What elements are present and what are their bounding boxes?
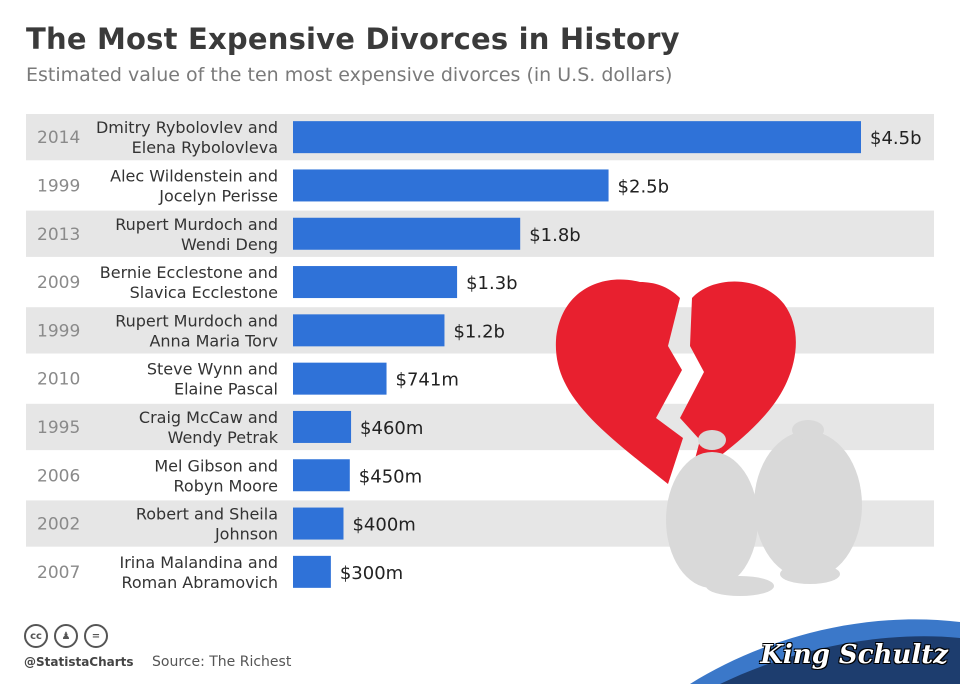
value-label: $4.5b (870, 128, 922, 149)
couple-label: Roman Abramovich (121, 573, 278, 592)
chart-title: The Most Expensive Divorces in History (26, 22, 680, 56)
couple-label: Rupert Murdoch and (115, 215, 278, 234)
couple-label: Anna Maria Torv (149, 331, 278, 350)
year-label: 1995 (37, 418, 80, 438)
money-bags-icon (666, 420, 862, 596)
no-derivatives-icon: = (84, 624, 108, 648)
couple-label: Wendy Petrak (168, 428, 279, 447)
couple-label: Rupert Murdoch and (115, 311, 278, 330)
bar (293, 121, 861, 154)
year-label: 2013 (37, 225, 80, 245)
couple-label: Mel Gibson and (154, 456, 278, 475)
value-label: $1.8b (529, 225, 581, 246)
value-label: $450m (359, 466, 422, 487)
couple-label: Alec Wildenstein and (110, 166, 278, 185)
year-label: 2006 (37, 466, 80, 486)
year-label: 1999 (37, 321, 80, 341)
couple-label: Slavica Ecclestone (130, 283, 278, 302)
year-label: 1999 (37, 176, 80, 196)
attribution-icon: ♟ (54, 624, 78, 648)
couple-label: Robyn Moore (174, 476, 279, 495)
bar (293, 217, 521, 250)
broken-heart-icon (555, 279, 796, 484)
couple-label: Craig McCaw and (139, 408, 278, 427)
value-label: $2.5b (618, 176, 670, 197)
couple-label: Elaine Pascal (174, 380, 278, 399)
bar (293, 507, 344, 540)
year-label: 2010 (37, 370, 80, 390)
brand-watermark: King Schultz (760, 640, 948, 670)
value-label: $400m (352, 515, 415, 536)
bar (293, 410, 352, 443)
couple-label: Irina Malandina and (119, 553, 278, 572)
footer: cc ♟ = @StatistaCharts Source: The Riche… (24, 624, 291, 670)
value-label: $1.2b (453, 321, 505, 342)
bar (293, 169, 609, 202)
year-label: 2007 (37, 563, 80, 583)
couple-label: Johnson (214, 525, 278, 544)
cc-icon: cc (24, 624, 48, 648)
couple-label: Wendi Deng (181, 235, 278, 254)
statista-handle[interactable]: @StatistaCharts (24, 655, 134, 669)
value-label: $741m (396, 370, 459, 391)
value-label: $460m (360, 418, 423, 439)
couple-label: Dmitry Rybolovlev and (96, 118, 278, 137)
year-label: 2014 (37, 128, 80, 148)
couple-label: Elena Rybolovleva (132, 138, 278, 157)
value-label: $1.3b (466, 273, 518, 294)
bar (293, 555, 331, 588)
couple-label: Steve Wynn and (147, 360, 278, 379)
license-icons: cc ♟ = (24, 624, 108, 648)
couple-label: Robert and Sheila (136, 505, 278, 524)
bar (293, 314, 445, 347)
year-label: 2009 (37, 273, 80, 293)
year-label: 2002 (37, 515, 80, 535)
source-note: Source: The Richest (152, 654, 292, 670)
bar (293, 362, 387, 395)
couple-label: Jocelyn Perisse (158, 186, 278, 205)
couple-label: Bernie Ecclestone and (100, 263, 278, 282)
bar (293, 459, 350, 492)
chart-subtitle: Estimated value of the ten most expensiv… (26, 64, 673, 86)
bar (293, 266, 458, 299)
value-label: $300m (340, 563, 403, 584)
